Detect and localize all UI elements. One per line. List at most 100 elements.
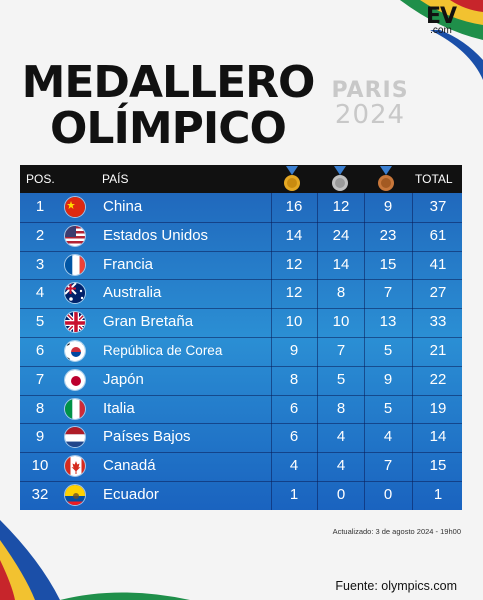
silver-medal-icon	[332, 166, 348, 191]
table-header: POS. PAÍS TOTAL	[20, 165, 462, 193]
row-gold: 1	[289, 486, 299, 503]
row-gold: 4	[289, 457, 299, 475]
row-country: Gran Bretaña	[103, 313, 194, 331]
table-row: 32 Ecuador 1 0 0 1	[20, 481, 462, 509]
event-city: PARIS	[331, 78, 409, 103]
row-bronze: 0	[383, 486, 393, 503]
row-bronze: 9	[383, 370, 393, 388]
row-silver: 0	[336, 486, 346, 503]
updated-timestamp: Actualizado: 3 de agosto 2024 - 19h00	[332, 527, 461, 536]
row-country: Australia	[103, 284, 162, 302]
france-flag-icon	[64, 253, 86, 276]
china-flag-icon	[64, 196, 86, 218]
bronze-medal-icon	[378, 166, 394, 191]
table-row: 4 Australia 12 8 7 27	[20, 279, 462, 307]
australia-flag-icon	[64, 282, 86, 305]
row-bronze: 15	[379, 255, 397, 273]
table-row: 2 Estados Unidos 14 24 23 61	[20, 222, 462, 250]
row-total: 19	[429, 399, 447, 417]
row-country: Japón	[103, 370, 144, 388]
row-bronze: 23	[379, 226, 397, 244]
row-country: Estados Unidos	[103, 226, 209, 244]
title-line1: MEDALLERO	[21, 57, 316, 108]
row-bronze: 5	[383, 342, 393, 359]
row-silver: 8	[336, 284, 346, 302]
row-country: Países Bajos	[103, 428, 191, 446]
logo-main: EV	[425, 4, 457, 29]
row-position: 10	[31, 457, 49, 475]
usa-flag-icon	[64, 224, 86, 247]
row-position: 4	[35, 284, 45, 302]
row-total: 14	[429, 428, 447, 446]
row-position: 2	[35, 226, 45, 244]
source-credit: Fuente: olympics.com	[335, 579, 457, 593]
row-total: 1	[433, 486, 443, 503]
table-row: 1 China 16 12 9 37	[20, 193, 462, 221]
row-position: 5	[35, 313, 45, 331]
row-position: 8	[35, 399, 45, 417]
row-country: China	[103, 198, 143, 215]
row-gold: 6	[289, 399, 299, 417]
row-country: Italia	[103, 399, 135, 417]
row-silver: 7	[336, 342, 346, 359]
row-position: 32	[31, 486, 49, 503]
row-bronze: 9	[383, 198, 393, 215]
row-silver: 14	[332, 255, 350, 273]
gold-medal-icon	[284, 166, 300, 191]
row-gold: 8	[289, 370, 299, 388]
row-total: 21	[429, 342, 447, 359]
table-row: 7 Japón 8 5 9 22	[20, 366, 462, 394]
title-line2: OLÍMPICO	[50, 103, 287, 154]
uk-flag-icon	[64, 311, 86, 334]
row-gold: 9	[289, 342, 299, 359]
row-position: 9	[35, 428, 45, 446]
header-country: PAÍS	[102, 172, 129, 186]
row-gold: 12	[285, 284, 303, 302]
page-title: MEDALLERO OLÍMPICO	[18, 60, 318, 152]
row-total: 41	[429, 255, 447, 273]
row-total: 33	[429, 313, 447, 331]
medal-table: POS. PAÍS TOTAL 1 China 16 12 9 37 2 Estados Un…	[20, 165, 462, 510]
row-gold: 16	[285, 198, 303, 215]
row-gold: 14	[285, 226, 303, 244]
korea-flag-icon	[64, 340, 86, 362]
row-silver: 24	[332, 226, 350, 244]
row-bronze: 7	[383, 284, 393, 302]
row-position: 1	[35, 198, 45, 215]
japan-flag-icon	[64, 368, 86, 391]
row-position: 7	[35, 370, 45, 388]
row-bronze: 4	[383, 428, 393, 446]
netherlands-flag-icon	[64, 426, 86, 449]
ev-logo: EV .com	[411, 6, 471, 40]
table-row: 5 Gran Bretaña 10 10 13 33	[20, 308, 462, 336]
row-gold: 12	[285, 255, 303, 273]
row-country: República de Corea	[103, 343, 223, 358]
ecuador-flag-icon	[64, 484, 86, 506]
table-row: 9 Países Bajos 6 4 4 14	[20, 423, 462, 451]
row-silver: 4	[336, 428, 346, 446]
row-silver: 12	[332, 198, 350, 215]
row-silver: 8	[336, 399, 346, 417]
row-country: Ecuador	[103, 486, 159, 503]
row-total: 22	[429, 370, 447, 388]
paris-2024-logo: PARIS 2024	[330, 78, 410, 130]
row-gold: 6	[289, 428, 299, 446]
row-total: 15	[429, 457, 447, 475]
row-silver: 4	[336, 457, 346, 475]
row-silver: 10	[332, 313, 350, 331]
row-bronze: 7	[383, 457, 393, 475]
row-position: 6	[35, 342, 45, 359]
row-total: 61	[429, 226, 447, 244]
event-year: 2024	[334, 100, 406, 130]
table-row: 10 Canadá 4 4 7 15	[20, 452, 462, 480]
row-gold: 10	[285, 313, 303, 331]
row-bronze: 13	[379, 313, 397, 331]
row-country: Canadá	[103, 457, 156, 475]
italy-flag-icon	[64, 397, 86, 420]
table-row: 6 República de Corea 9 7 5 21	[20, 337, 462, 365]
table-row: 3 Francia 12 14 15 41	[20, 251, 462, 279]
row-bronze: 5	[383, 399, 393, 417]
row-total: 27	[429, 284, 447, 302]
logo-sub: .com	[430, 25, 452, 36]
row-silver: 5	[336, 370, 346, 388]
